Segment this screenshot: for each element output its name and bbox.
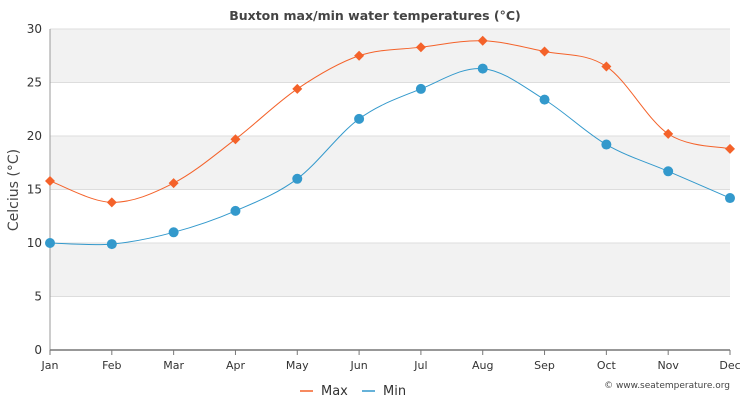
x-tick-label: Jan — [41, 359, 59, 372]
credit-text: © www.seatemperature.org — [604, 381, 730, 391]
grid-band — [50, 243, 730, 297]
x-tick-label: Aug — [472, 359, 493, 372]
legend-max-label[interactable]: Max — [321, 384, 348, 399]
series-max-point[interactable] — [168, 178, 179, 189]
y-axis-label: Celcius (°C) — [6, 149, 22, 231]
x-tick-label: Dec — [719, 359, 740, 372]
legend: Max Min — [300, 384, 406, 399]
y-tick-label: 15 — [27, 183, 42, 197]
series-min-point[interactable] — [292, 173, 303, 184]
y-tick-label: 0 — [34, 343, 42, 357]
series-max-point[interactable] — [601, 61, 612, 72]
series-min-point[interactable] — [230, 205, 241, 216]
series-max-point[interactable] — [663, 128, 674, 139]
series-min-point[interactable] — [415, 83, 426, 94]
series-max-point[interactable] — [45, 175, 55, 186]
legend-min-label[interactable]: Min — [383, 384, 406, 399]
y-tick-label: 20 — [27, 129, 42, 143]
y-tick-label: 30 — [27, 22, 42, 36]
series-min-point[interactable] — [354, 113, 365, 124]
series-min-point[interactable] — [477, 63, 488, 74]
x-tick-label: Feb — [102, 359, 121, 372]
series-max-point[interactable] — [477, 35, 488, 46]
series-min-point[interactable] — [168, 227, 179, 238]
series-max-point[interactable] — [539, 46, 550, 57]
grid-band — [50, 29, 730, 83]
grid-band — [50, 189, 730, 243]
y-tick-label: 5 — [34, 290, 42, 304]
series-min-point[interactable] — [663, 166, 674, 177]
grid-band — [50, 136, 730, 190]
series-min-point[interactable] — [45, 238, 55, 248]
series-max-point[interactable] — [106, 197, 117, 208]
x-tick-label: Sep — [534, 359, 555, 372]
series-max-line — [49, 40, 731, 203]
chart-title: Buxton max/min water temperatures (°C) — [229, 8, 521, 23]
y-tick-label: 10 — [27, 236, 42, 250]
series-min-point[interactable] — [106, 239, 117, 250]
x-tick-label: Jul — [413, 359, 427, 372]
series-max-point[interactable] — [415, 42, 426, 53]
y-tick-label: 25 — [27, 76, 42, 90]
x-tick-label: May — [286, 359, 309, 372]
series-max-point[interactable] — [292, 83, 303, 94]
x-tick-label: Jun — [349, 359, 367, 372]
series-max-point[interactable] — [230, 134, 241, 145]
series-min-point[interactable] — [725, 193, 735, 204]
series-min-point[interactable] — [539, 94, 550, 105]
series-min-point[interactable] — [601, 139, 612, 150]
x-tick-label: Mar — [163, 359, 184, 372]
grid-band — [50, 82, 730, 136]
series-max-point[interactable] — [725, 143, 735, 154]
x-tick-label: Apr — [226, 359, 246, 372]
series-max-point[interactable] — [354, 50, 365, 61]
x-tick-label: Oct — [597, 359, 617, 372]
x-tick-label: Nov — [657, 359, 679, 372]
grid-band — [50, 296, 730, 350]
